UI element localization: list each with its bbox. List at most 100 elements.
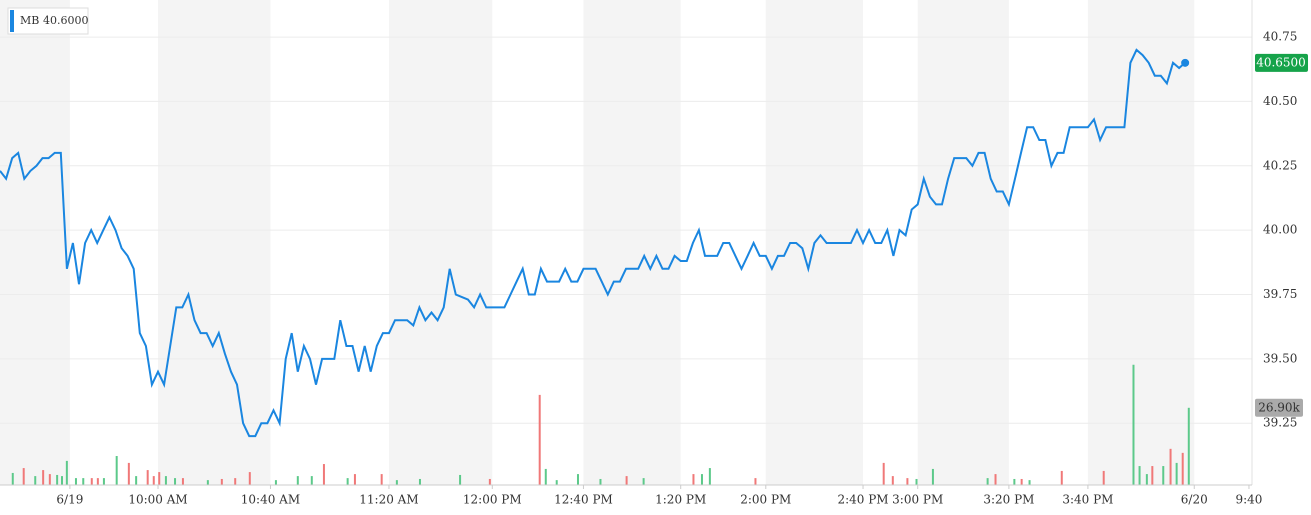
volume-bar [74, 478, 77, 485]
volume-bar [544, 468, 547, 485]
x-tick-label: 11:20 AM [359, 493, 418, 507]
volume-bar [65, 460, 68, 485]
volume-bar [90, 478, 93, 485]
y-tick-label: 40.50 [1263, 94, 1297, 108]
volume-bar [296, 476, 299, 485]
x-tick-label: 3:20 PM [983, 493, 1034, 507]
volume-bar [692, 474, 695, 485]
volume-bar [48, 474, 51, 485]
y-tick-label: 40.75 [1263, 30, 1297, 44]
volume-bar [310, 476, 313, 485]
y-tick-label: 39.50 [1263, 351, 1297, 365]
legend-symbol: MB [20, 14, 39, 27]
volume-bar [353, 474, 356, 485]
volume-bar [459, 474, 462, 485]
volume-bar [395, 480, 398, 485]
volume-bar [488, 478, 491, 485]
x-tick-label: 12:40 PM [554, 493, 613, 507]
volume-bar [22, 468, 25, 485]
volume-bar [115, 456, 118, 485]
x-tick-label: 6/19 [56, 493, 83, 507]
volume-bar [220, 478, 223, 485]
volume-bar [248, 472, 251, 485]
time-band [1087, 0, 1195, 485]
volume-bar [1138, 466, 1141, 485]
volume-bar [906, 478, 909, 485]
volume-bar [380, 474, 383, 485]
x-tick-label: 6/20 [1181, 493, 1208, 507]
volume-bar [11, 472, 14, 485]
volume-bar [181, 478, 184, 485]
volume-bar [708, 468, 711, 485]
volume-bar [418, 478, 421, 485]
volume-bar [1162, 466, 1165, 485]
x-tick-label: 10:40 AM [241, 493, 300, 507]
time-band [0, 0, 70, 485]
legend-value: 40.6000 [43, 14, 89, 27]
x-tick-label: 3:40 PM [1062, 493, 1113, 507]
time-band [158, 0, 271, 485]
y-tick-label: 39.25 [1263, 416, 1297, 430]
volume-bar [931, 468, 934, 485]
x-tick-label: 2:00 PM [740, 493, 791, 507]
volume-bar [146, 470, 149, 485]
time-band [917, 0, 1009, 485]
volume-bar [34, 476, 37, 485]
volume-bar [882, 462, 885, 485]
volume-bar [60, 476, 63, 485]
last-point [1181, 58, 1190, 67]
volume-tag-label: 26.90k [1258, 400, 1300, 414]
price-tag [1255, 53, 1308, 72]
price-tag-label: 40.6500 [1256, 55, 1306, 69]
volume-bar [986, 478, 989, 485]
volume-bar [915, 478, 918, 485]
x-tick-label: 10:00 AM [128, 493, 187, 507]
volume-bar [174, 478, 177, 485]
volume-bar [56, 474, 59, 485]
volume-tag [1255, 398, 1303, 417]
volume-bar [234, 478, 237, 485]
volume-bar [576, 474, 579, 485]
volume-bar [1132, 364, 1135, 485]
volume-bar [625, 476, 628, 485]
volume-bar [1102, 470, 1105, 485]
volume-bar [274, 480, 277, 485]
x-tick-label: 2:40 PM [837, 493, 888, 507]
volume-bar [82, 478, 85, 485]
volume-bar [206, 480, 209, 485]
x-tick-label: 3:00 PM [892, 493, 943, 507]
volume-bar [754, 478, 757, 485]
y-tick-label: 40.25 [1263, 158, 1297, 172]
volume-bar [135, 476, 138, 485]
price-line [0, 48, 1186, 438]
volume-bar [1175, 462, 1178, 485]
volume-bar [158, 472, 161, 485]
volume-bar [994, 474, 997, 485]
legend: MB 40.6000 [7, 7, 89, 35]
legend-swatch [10, 10, 14, 32]
volume-bar [599, 478, 602, 485]
volume-bar [891, 476, 894, 485]
time-band [583, 0, 681, 485]
volume-bar [1020, 478, 1023, 485]
volume-bar [1028, 480, 1031, 485]
volume-bar [642, 478, 645, 485]
volume-bar [1060, 470, 1063, 485]
volume-bar [164, 476, 167, 485]
volume-bar [1169, 448, 1172, 485]
x-tick-label: 1:20 PM [655, 493, 706, 507]
volume-bar [127, 462, 130, 485]
legend-box [7, 7, 89, 35]
y-tick-label: 40.00 [1263, 223, 1297, 237]
volume-bar [1145, 474, 1148, 485]
x-tick-label: 12:00 PM [463, 493, 522, 507]
volume-bar [555, 480, 558, 485]
volume-bar [1151, 466, 1154, 485]
volume-bar [152, 476, 155, 485]
volume-bar [96, 478, 99, 485]
volume-bar [42, 470, 45, 485]
time-band [388, 0, 493, 485]
volume-bar [102, 478, 105, 485]
volume-bar [1013, 478, 1016, 485]
